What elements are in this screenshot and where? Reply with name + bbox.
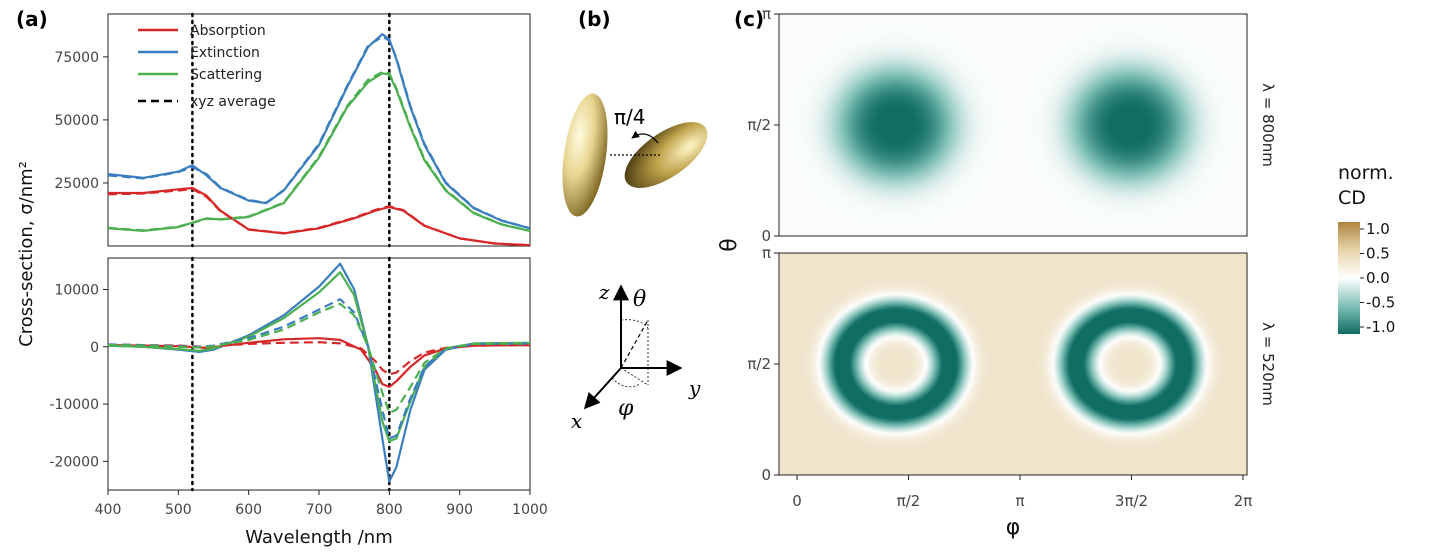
cd-map-520nm: 0 π/2 π λ = 520nm xyxy=(747,244,1277,484)
series-line-scattering xyxy=(108,271,530,443)
series-line-extinction xyxy=(108,33,530,230)
x-tick-label: 600 xyxy=(235,502,262,518)
y-tick-label: 10000 xyxy=(54,283,99,299)
phi-arc xyxy=(611,377,641,388)
phi-label: φ xyxy=(618,396,634,421)
coordinate-system-diagram: z θ y x φ xyxy=(571,280,701,433)
y-tick-label: 0 xyxy=(761,466,771,484)
x-axis-label: Wavelength /nm xyxy=(245,527,393,548)
y-tick-label: 0 xyxy=(761,227,771,245)
x-tick-label: π xyxy=(1015,492,1024,510)
series-line-absorption-xyz-average xyxy=(108,187,530,246)
colorbar-tick-label: 0.0 xyxy=(1366,269,1390,287)
theta-arc xyxy=(620,319,649,329)
x-tick-label: 3π/2 xyxy=(1115,492,1148,510)
heatmap-image xyxy=(779,14,1247,236)
x-tick-label: 2π xyxy=(1234,492,1253,510)
panel-label-c: (c) xyxy=(734,7,764,31)
x-tick-label: π/2 xyxy=(897,492,921,510)
series-line-extinction xyxy=(108,262,530,483)
y-axis-label-diagram: y xyxy=(688,376,701,400)
theta-axis-label: θ xyxy=(717,238,742,251)
y-tick-label: π xyxy=(762,5,771,23)
wavelength-label: λ = 800nm xyxy=(1259,83,1277,167)
phi-axis-label: φ xyxy=(1006,515,1021,540)
colorbar: norm. CD 1.0 0.5 0.0 -0.5 -1.0 xyxy=(1338,162,1395,336)
z-axis-label: z xyxy=(598,280,610,304)
x-tick-label: 1000 xyxy=(512,502,548,518)
panel-label-a: (a) xyxy=(16,7,48,31)
y-tick-label: 25000 xyxy=(54,176,99,192)
rotation-arrow-icon xyxy=(631,130,659,144)
heatmap-image xyxy=(779,253,1247,475)
nanorod-back xyxy=(624,122,708,188)
colorbar-tick-label: 1.0 xyxy=(1366,220,1390,238)
colorbar-tick-label: 0.5 xyxy=(1366,245,1390,263)
y-tick-label: 50000 xyxy=(54,113,99,129)
panel-label-b: (b) xyxy=(578,7,611,31)
x-tick-label: 800 xyxy=(376,502,403,518)
projection-line xyxy=(620,367,649,386)
legend-label-scattering: Scattering xyxy=(190,67,262,83)
wavelength-label: λ = 520nm xyxy=(1259,322,1277,406)
nanorod-dimer-illustration: π/4 xyxy=(562,93,708,217)
cd-map-800nm: 0 π/2 π λ = 800nm xyxy=(747,5,1277,245)
series-line-scattering-xyz-average xyxy=(108,70,530,232)
legend-label-absorption: Absorption xyxy=(190,23,266,39)
x-tick-label: 500 xyxy=(165,502,192,518)
x-tick-label: 400 xyxy=(95,502,122,518)
y-tick-label: -20000 xyxy=(49,454,99,470)
plot-frame xyxy=(107,13,531,247)
y-tick-label: π xyxy=(762,244,771,262)
y-tick-label: π/2 xyxy=(747,116,771,134)
spectra-bottom-plot: -20000 -10000 0 10000 400 500 600 700 800 900 1000 xyxy=(49,256,548,518)
x-tick-label: 900 xyxy=(446,502,473,518)
theta-label: θ xyxy=(633,287,646,312)
direction-vector xyxy=(620,319,649,369)
x-axis-arrow xyxy=(583,367,622,410)
series-line-absorption xyxy=(108,186,530,246)
colorbar-title-line2: CD xyxy=(1338,187,1366,209)
colorbar-tick-label: -0.5 xyxy=(1366,294,1395,312)
colorbar-tick-label: -1.0 xyxy=(1366,318,1395,336)
series-line-scattering-xyz-average xyxy=(108,302,530,414)
y-tick-label: -10000 xyxy=(49,397,99,413)
legend: Absorption Extinction Scattering xyz ave… xyxy=(138,23,276,110)
series-line-extinction-xyz-average xyxy=(108,35,530,230)
x-tick-label: 0 xyxy=(792,492,802,510)
y-tick-label: 0 xyxy=(90,340,99,356)
y-tick-label: 75000 xyxy=(54,50,99,66)
colorbar-gradient xyxy=(1338,222,1360,334)
y-axis-label: Cross-section, σ/nm² xyxy=(16,161,37,347)
series-line-extinction-xyz-average xyxy=(108,298,530,440)
legend-label-extinction: Extinction xyxy=(190,45,260,61)
y-tick-label: π/2 xyxy=(747,355,771,373)
legend-label-xyz-average: xyz average xyxy=(190,94,276,110)
x-axis-label-diagram: x xyxy=(571,409,582,433)
spectra-top-plot: 25000 50000 75000 xyxy=(54,12,531,248)
twist-angle-label: π/4 xyxy=(614,105,646,129)
colorbar-title-line1: norm. xyxy=(1338,162,1394,184)
nanorod-front xyxy=(562,93,608,217)
x-tick-label: 700 xyxy=(306,502,333,518)
